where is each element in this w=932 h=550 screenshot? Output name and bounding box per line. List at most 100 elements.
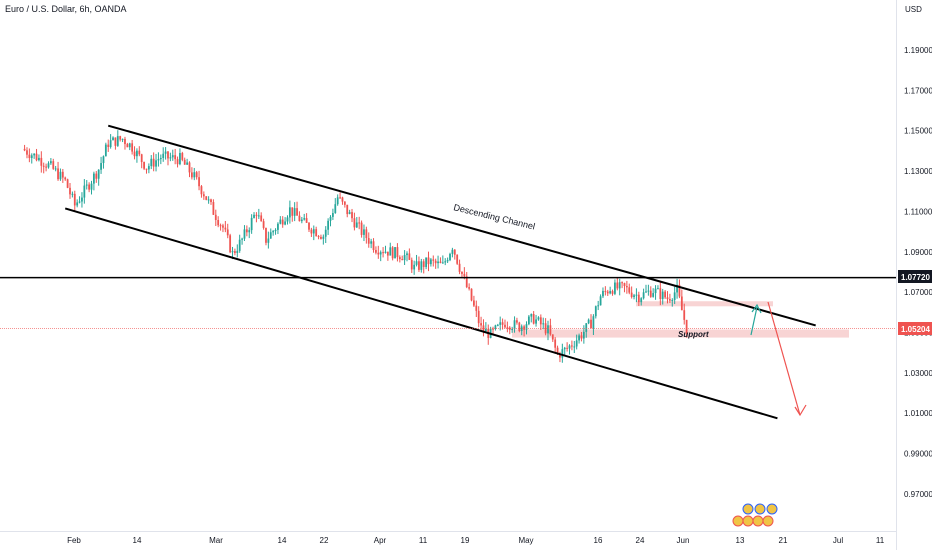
- y-tick-label: 1.01000: [904, 409, 932, 418]
- candle-body: [418, 261, 420, 270]
- candle-body: [296, 208, 298, 216]
- candle-body: [647, 290, 650, 292]
- candle-body: [100, 163, 102, 170]
- x-tick-label: 19: [461, 536, 470, 545]
- candle-body: [334, 204, 337, 214]
- candle-body: [604, 290, 607, 292]
- candle-body: [288, 207, 291, 218]
- candle-body: [238, 239, 241, 251]
- candle-body: [298, 215, 301, 222]
- candle-body: [341, 197, 344, 202]
- candle-body: [535, 319, 537, 324]
- candle-body: [202, 194, 205, 197]
- events-icon-group[interactable]: [732, 503, 778, 527]
- candle-body: [107, 144, 110, 148]
- candle-body: [69, 187, 71, 195]
- candle-body: [327, 220, 330, 230]
- candle-body: [618, 282, 621, 289]
- channel-lower-line[interactable]: [64, 207, 778, 420]
- candle-body: [554, 339, 557, 348]
- candle-body: [654, 288, 657, 294]
- candle-body: [451, 249, 454, 254]
- candle-body: [425, 257, 428, 267]
- channel-upper-line[interactable]: [107, 124, 816, 327]
- arrowhead-up-icon: [751, 303, 762, 314]
- candle-body: [64, 177, 67, 180]
- candle-body: [544, 323, 547, 334]
- candle-body: [513, 320, 516, 330]
- candle-body: [403, 255, 406, 261]
- candle-body: [277, 223, 279, 230]
- candle-body: [300, 219, 303, 222]
- event-flag-icon[interactable]: [742, 515, 754, 527]
- candle-body: [630, 292, 633, 297]
- candle-body: [260, 215, 263, 222]
- candle-body: [453, 249, 456, 255]
- candle-body: [659, 288, 662, 299]
- candle-body: [35, 153, 38, 161]
- candle-body: [355, 222, 358, 228]
- candle-body: [573, 346, 576, 348]
- candle-body: [332, 213, 334, 217]
- candle-body: [136, 150, 138, 157]
- candle-body: [504, 324, 506, 328]
- candle-body: [539, 317, 542, 325]
- candle-body: [566, 347, 569, 349]
- candle-body: [214, 214, 217, 220]
- candle-body: [322, 236, 325, 239]
- candle-body: [93, 173, 95, 184]
- candle-body: [248, 230, 251, 233]
- candle-body: [571, 345, 573, 347]
- candle-body: [458, 263, 461, 272]
- candle-body: [394, 247, 396, 259]
- candle-body: [370, 241, 373, 244]
- candle-body: [494, 325, 497, 330]
- candle-body: [284, 221, 286, 225]
- event-flag-icon[interactable]: [742, 503, 754, 515]
- candle-body: [661, 291, 664, 299]
- candle-body: [623, 283, 626, 287]
- candle-body: [76, 202, 79, 206]
- candle-body: [40, 157, 43, 166]
- event-flag-icon[interactable]: [752, 515, 764, 527]
- candle-body: [606, 291, 609, 294]
- price-tag: 1.05204: [898, 322, 932, 335]
- candle-body: [66, 179, 69, 188]
- candle-body: [47, 163, 50, 168]
- candle-body: [625, 286, 628, 288]
- event-flag-icon[interactable]: [766, 503, 778, 515]
- x-tick-label: Apr: [374, 536, 387, 545]
- candle-body: [133, 151, 136, 157]
- candle-body: [676, 284, 678, 293]
- y-tick-label: 1.03000: [904, 369, 932, 378]
- candle-body: [169, 157, 172, 159]
- event-flag-icon[interactable]: [732, 515, 744, 527]
- x-tick-label: Feb: [67, 536, 81, 545]
- candle-body: [358, 222, 361, 224]
- y-tick-label: 0.97000: [904, 490, 932, 499]
- candle-body: [315, 229, 318, 237]
- candle-body: [389, 247, 392, 256]
- event-flag-icon[interactable]: [754, 503, 766, 515]
- candle-body: [549, 325, 552, 335]
- candle-body: [308, 222, 310, 230]
- candle-body: [568, 345, 571, 349]
- candle-body: [506, 327, 509, 329]
- candle-body: [71, 193, 74, 195]
- candle-body: [174, 155, 177, 160]
- y-tick-label: 1.17000: [904, 86, 932, 95]
- candle-body: [112, 137, 114, 141]
- candle-body: [592, 316, 595, 329]
- candle-body: [329, 216, 332, 221]
- candle-body: [386, 251, 389, 256]
- candle-body: [587, 319, 590, 324]
- projection-up-arrow: [750, 306, 758, 336]
- candle-body: [578, 335, 580, 341]
- candle-body: [525, 324, 528, 330]
- candle-body: [575, 340, 578, 347]
- event-flag-icon[interactable]: [762, 515, 774, 527]
- x-tick-label: 14: [278, 536, 287, 545]
- candle-body: [269, 232, 272, 239]
- candle-body: [413, 264, 416, 270]
